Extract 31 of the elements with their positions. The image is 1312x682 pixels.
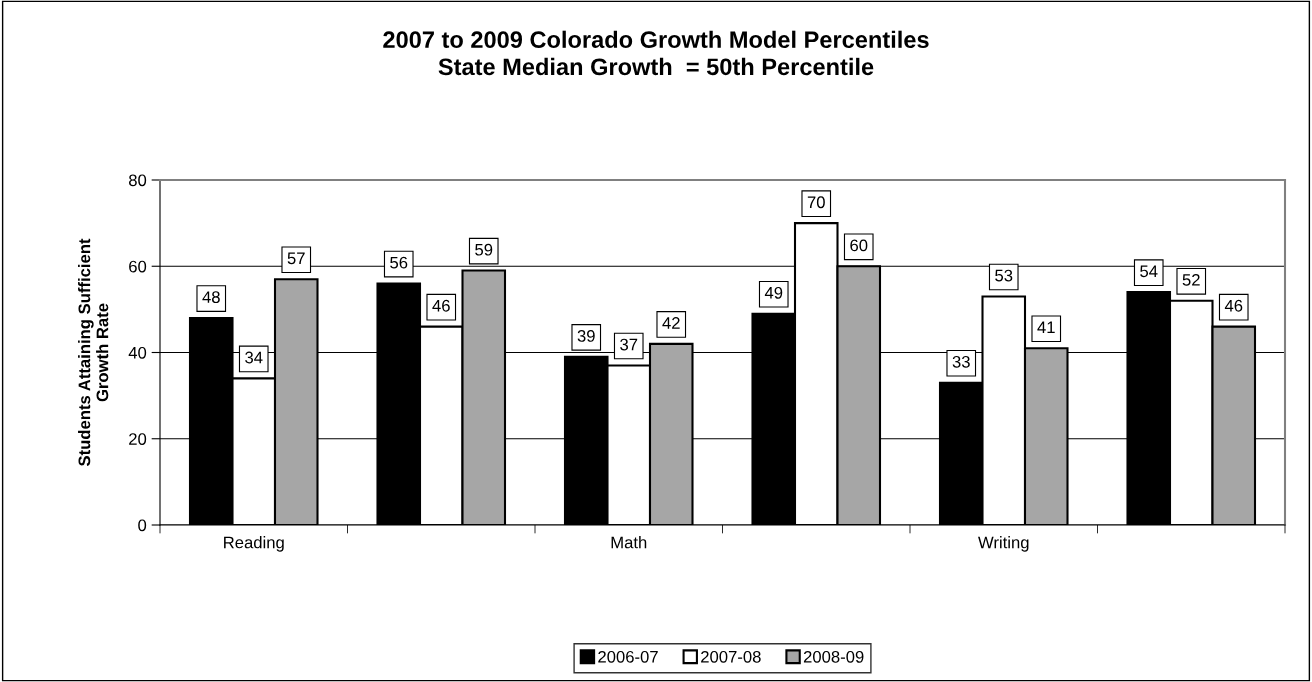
chart-title: 2007 to 2009 Colorado Growth Model Percentiles State Median Growth = 50th Percentile xyxy=(383,30,929,76)
data-label: 57 xyxy=(287,252,305,265)
data-label: 54 xyxy=(1140,265,1158,278)
data-label: 39 xyxy=(577,330,595,342)
y-tick-label: 0 xyxy=(138,519,147,532)
data-label: 46 xyxy=(1224,299,1243,312)
data-label: 48 xyxy=(202,291,220,304)
y-tick-label: 40 xyxy=(128,346,147,359)
data-label: 49 xyxy=(764,286,783,299)
y-tick-label: 80 xyxy=(128,174,147,187)
data-label: 59 xyxy=(475,243,493,256)
legend-label: 2007-08 xyxy=(701,650,761,663)
data-label: 42 xyxy=(662,317,680,329)
data-label: 37 xyxy=(620,338,638,351)
data-label: 46 xyxy=(432,299,450,312)
data-label: 60 xyxy=(850,239,868,252)
data-label: 53 xyxy=(995,269,1013,282)
data-label: 52 xyxy=(1182,273,1200,286)
y-tick-label: 60 xyxy=(129,260,147,273)
data-label: 33 xyxy=(952,355,970,368)
y-tick-label: 20 xyxy=(129,433,147,445)
legend-label: 2006-07 xyxy=(598,650,658,663)
data-label: 70 xyxy=(807,196,825,209)
x-tick-label: Reading xyxy=(224,536,284,552)
y-axis-title: Students Attaining Sufficient Growth Rate xyxy=(78,238,109,467)
x-tick-label: Math xyxy=(611,536,647,549)
data-label: 56 xyxy=(390,256,408,269)
x-tick-label: Writing xyxy=(978,536,1029,552)
data-label: 34 xyxy=(245,351,263,364)
data-label: 41 xyxy=(1037,321,1055,334)
legend-label: 2008-09 xyxy=(803,650,864,663)
